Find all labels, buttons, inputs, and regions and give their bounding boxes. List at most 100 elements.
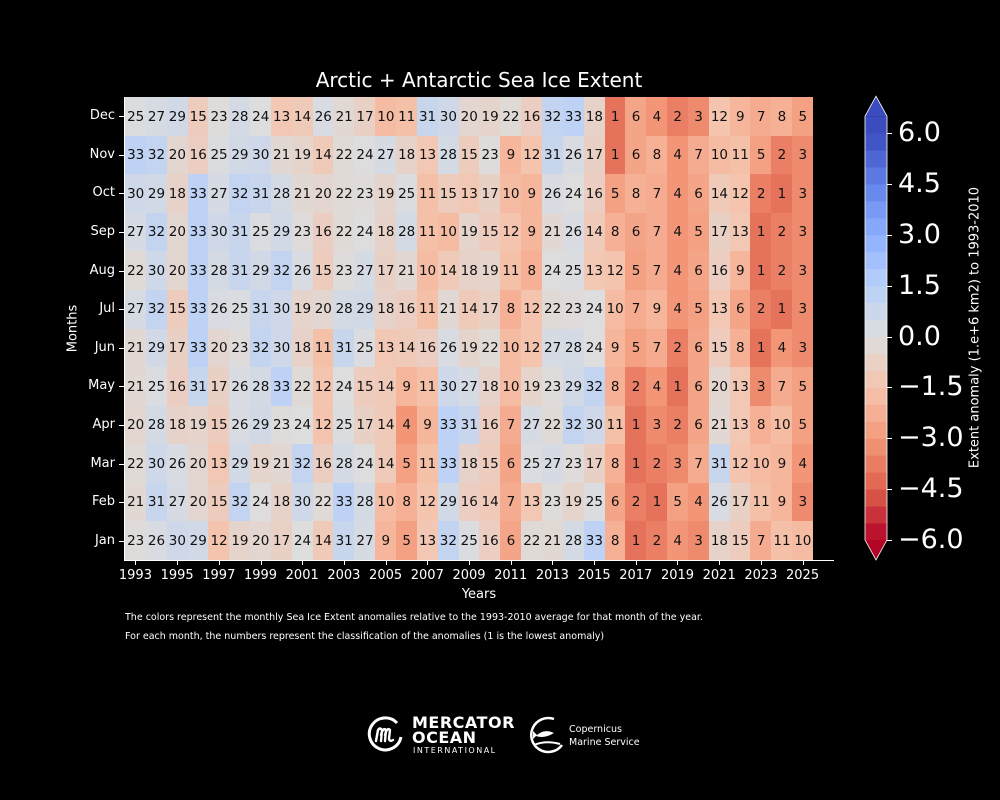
x-tick-mark (469, 560, 470, 565)
cell-jun-2021: 15 (708, 328, 731, 368)
cell-jan-1995: 30 (166, 521, 189, 561)
cell-sep-2023: 1 (750, 212, 772, 252)
cell-aug-2017: 5 (625, 251, 647, 291)
cell-oct-2003: 22 (333, 174, 355, 214)
colorbar-tick-label: −3.0 (898, 422, 964, 454)
cell-nov-2002: 14 (312, 135, 334, 175)
cell-apr-2003: 25 (333, 405, 355, 445)
y-tick-label-aug: Aug (89, 262, 115, 278)
x-tick-label-1993: 1993 (118, 568, 152, 583)
cell-feb-2019: 5 (667, 482, 689, 522)
cell-may-1997: 17 (208, 367, 230, 407)
colorbar-band (865, 285, 887, 304)
cell-oct-2013: 26 (541, 174, 564, 214)
colorbar-band (865, 217, 887, 236)
cell-feb-2001: 30 (291, 482, 314, 522)
cell-sep-2011: 12 (500, 212, 522, 252)
cell-jun-2005: 13 (375, 328, 397, 368)
cell-jul-2003: 28 (333, 289, 355, 329)
x-tick-mark (135, 560, 137, 565)
cell-aug-2021: 16 (708, 251, 731, 291)
cell-jul-2022: 6 (729, 289, 751, 329)
cell-jan-2022: 15 (729, 521, 751, 561)
x-tick-mark (635, 560, 637, 565)
x-tick-mark (385, 560, 387, 565)
cell-feb-2016: 6 (604, 482, 626, 522)
colorbar-tick-mark (887, 438, 892, 440)
cell-feb-1995: 27 (166, 482, 189, 522)
cell-mar-2014: 23 (562, 444, 585, 484)
cell-jan-2006: 5 (396, 521, 418, 561)
y-tick-label-mar: Mar (90, 455, 115, 471)
colorbar-band (865, 268, 887, 287)
cell-oct-2017: 8 (625, 174, 647, 214)
cell-oct-2021: 14 (708, 174, 731, 214)
cell-nov-2016: 1 (604, 135, 626, 175)
cell-nov-1994: 32 (145, 135, 168, 175)
cell-aug-2016: 12 (604, 251, 626, 291)
cell-jul-2018: 9 (646, 289, 668, 329)
cell-jan-1993: 23 (125, 521, 147, 561)
y-tick-mark (119, 463, 124, 465)
cell-dec-2004: 17 (354, 97, 376, 137)
cell-jun-2016: 9 (604, 328, 626, 368)
cell-jan-2023: 7 (750, 521, 772, 561)
cell-nov-2005: 27 (375, 135, 397, 175)
cell-nov-2003: 22 (333, 135, 355, 175)
x-tick-mark (260, 560, 262, 565)
cell-jan-2024: 11 (771, 521, 793, 561)
cell-jun-2025: 3 (792, 328, 814, 368)
cell-jan-2010: 16 (479, 521, 501, 561)
cell-apr-2000: 23 (270, 405, 293, 445)
cell-apr-2004: 17 (354, 405, 376, 445)
x-tick-mark (719, 560, 721, 565)
cell-dec-2002: 26 (312, 97, 334, 137)
cell-nov-2000: 21 (270, 135, 293, 175)
cell-feb-1993: 21 (125, 482, 147, 522)
cell-dec-1994: 27 (145, 97, 168, 137)
cell-may-2023: 3 (750, 367, 772, 407)
cell-oct-2014: 24 (562, 174, 585, 214)
colorbar-tick-label: −4.5 (898, 473, 964, 505)
cell-jan-2007: 13 (416, 521, 439, 561)
cell-feb-2022: 17 (729, 482, 751, 522)
cell-may-2021: 20 (708, 367, 731, 407)
cell-aug-2018: 7 (646, 251, 668, 291)
cell-apr-2019: 2 (667, 405, 689, 445)
cell-jul-2016: 10 (604, 289, 626, 329)
cell-jan-1996: 29 (187, 521, 209, 561)
mercator-text-1: MERCATOR (412, 713, 515, 732)
cell-aug-2011: 11 (500, 251, 522, 291)
cell-mar-2000: 21 (270, 444, 293, 484)
cell-dec-1995: 29 (166, 97, 189, 137)
cell-jun-1998: 23 (229, 328, 251, 368)
y-axis-title: Months (65, 304, 81, 353)
cell-apr-1998: 26 (229, 405, 251, 445)
y-tick-label-nov: Nov (89, 146, 115, 162)
cell-jan-2009: 25 (458, 521, 480, 561)
cell-dec-2018: 4 (646, 97, 668, 137)
cell-dec-2021: 12 (708, 97, 731, 137)
cell-aug-1998: 31 (229, 251, 251, 291)
cell-aug-2014: 25 (562, 251, 585, 291)
cell-jan-2012: 22 (521, 521, 543, 561)
cell-dec-2015: 18 (583, 97, 605, 137)
cell-nov-2020: 7 (687, 135, 710, 175)
cell-mar-1997: 13 (208, 444, 230, 484)
cell-may-2010: 18 (479, 367, 501, 407)
cell-nov-2008: 28 (437, 135, 460, 175)
cell-nov-2011: 9 (500, 135, 522, 175)
cell-mar-2004: 24 (354, 444, 376, 484)
x-tick-label-1999: 1999 (243, 568, 278, 583)
cell-feb-2017: 2 (625, 482, 647, 522)
cell-sep-1997: 30 (208, 212, 230, 252)
cell-jul-2021: 13 (708, 289, 731, 329)
cell-nov-2025: 3 (792, 135, 814, 175)
cell-sep-2010: 15 (479, 212, 501, 252)
y-tick-mark (119, 154, 124, 156)
cell-jan-2019: 4 (667, 521, 689, 561)
cell-jun-2015: 24 (583, 328, 605, 368)
cell-aug-2007: 10 (416, 251, 439, 291)
cell-nov-2022: 11 (729, 135, 751, 175)
cell-mar-2006: 5 (396, 444, 418, 484)
